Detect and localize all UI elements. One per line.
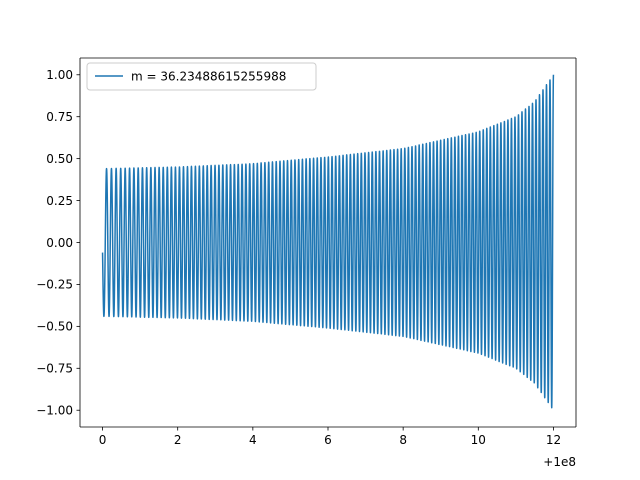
x-tick-label: 8 <box>399 433 407 447</box>
x-tick-label: 6 <box>324 433 332 447</box>
axes-frame <box>79 57 577 428</box>
x-axis: 0 2 4 6 8 10 12 <box>99 427 561 447</box>
y-axis: −1.00 −0.75 −0.50 −0.25 0.00 0.25 0.50 0.75 1.00 <box>36 68 80 418</box>
x-tick-label: 2 <box>174 433 182 447</box>
legend-box <box>86 62 317 91</box>
x-offset-label: +1e8 <box>543 455 576 469</box>
y-tick-label: 0.50 <box>46 152 73 166</box>
x-tick-label: 12 <box>546 433 561 447</box>
y-tick-label: −0.25 <box>36 278 73 292</box>
series-layer <box>101 74 555 409</box>
y-tick-label: 1.00 <box>46 68 73 82</box>
y-tick-label: 0.75 <box>46 110 73 124</box>
legend: m = 36.23488615255988 <box>86 62 317 91</box>
y-tick-label: 0.00 <box>46 236 73 250</box>
y-tick-label: −0.50 <box>36 320 73 334</box>
y-tick-label: −0.75 <box>36 362 73 376</box>
y-tick-label: −1.00 <box>36 404 73 418</box>
x-tick-label: 10 <box>471 433 486 447</box>
x-tick-label: 4 <box>249 433 257 447</box>
legend-label: m = 36.23488615255988 <box>131 70 286 84</box>
x-tick-label: 0 <box>99 433 107 447</box>
y-tick-label: 0.25 <box>46 194 73 208</box>
series-line <box>101 74 555 409</box>
